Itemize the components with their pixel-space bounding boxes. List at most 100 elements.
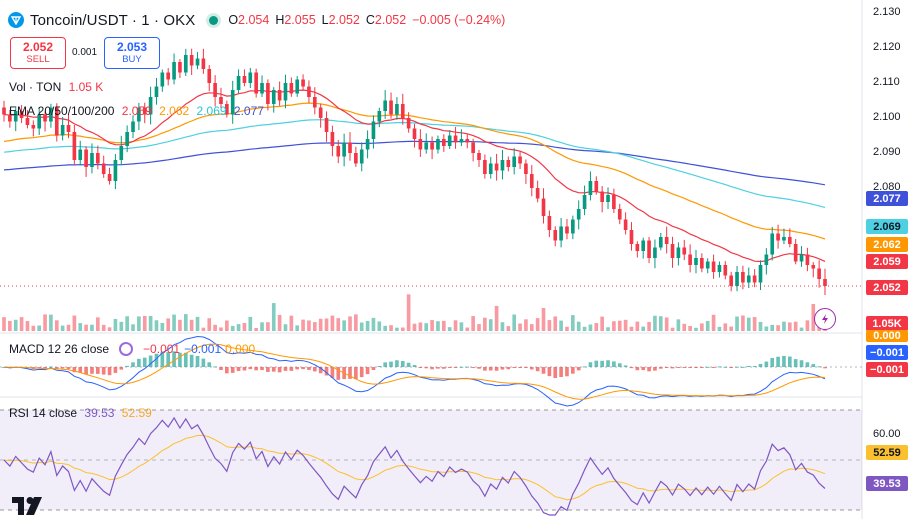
candle <box>582 195 587 209</box>
rsi-tick-label: 60.00 <box>873 428 901 440</box>
volume-bar <box>383 325 387 331</box>
macd-settings-icon[interactable] <box>119 342 134 356</box>
candle <box>43 114 47 122</box>
macd-hist-bar <box>312 367 317 372</box>
candle <box>377 111 382 122</box>
candle <box>459 139 464 143</box>
ema200-value: 2.077 <box>233 104 264 118</box>
macd-hist-bar <box>588 362 593 367</box>
macd-hist-bar <box>295 367 300 370</box>
volume-bar <box>524 319 528 331</box>
macd-legend[interactable]: MACD 12 26 close −0.001 −0.001 0.000 <box>9 342 255 356</box>
candle <box>612 195 616 209</box>
candle <box>119 146 124 160</box>
candle <box>90 153 94 167</box>
macd-hist-bar <box>700 367 704 368</box>
volume-bar <box>582 326 587 331</box>
macd-hist-bar <box>623 365 628 367</box>
candle <box>776 233 780 241</box>
volume-bar <box>84 324 88 331</box>
macd-hist-bar <box>629 367 634 369</box>
volume-bar <box>471 316 475 331</box>
volume-bar <box>617 320 622 331</box>
ema50-value: 2.062 <box>159 104 190 118</box>
macd-hist-bar <box>506 367 511 370</box>
volume-legend-value: 1.05 K <box>68 80 104 94</box>
volume-bar <box>782 321 786 331</box>
macd-hist-bar <box>647 367 651 372</box>
macd-hist-bar <box>354 367 358 380</box>
candle <box>535 188 540 199</box>
candle <box>13 111 18 122</box>
toncoin-icon[interactable] <box>8 12 24 28</box>
volume-bar <box>799 327 804 331</box>
macd-hist-bar <box>799 360 804 367</box>
macd-hist-bar <box>330 367 335 378</box>
macd-hist-bar <box>453 367 458 368</box>
volume-bar <box>49 314 53 331</box>
volume-bar <box>653 315 657 331</box>
ema-legend[interactable]: EMA 20/50/100/200 2.059 2.062 2.069 2.07… <box>9 104 264 118</box>
candle <box>799 254 804 262</box>
volume-bar <box>571 315 575 331</box>
volume-bar <box>365 320 370 331</box>
volume-bar <box>342 320 346 331</box>
macd-hist-bar <box>400 361 405 367</box>
candle <box>37 114 42 129</box>
volume-bar <box>330 315 335 331</box>
candle <box>676 247 681 258</box>
candle <box>154 86 159 97</box>
ohlc-low: L2.052 <box>321 13 360 27</box>
macd-hist-bar <box>236 367 241 371</box>
macd-hist-bar <box>365 367 370 375</box>
volume-bar <box>705 321 710 331</box>
candle <box>207 69 212 83</box>
macd-hist-bar <box>160 351 165 367</box>
sell-button[interactable]: 2.052 SELL <box>10 37 66 69</box>
candle <box>711 261 716 272</box>
candle <box>705 261 710 269</box>
volume-bar <box>183 314 188 331</box>
macd-hist-bar <box>248 367 253 370</box>
candle <box>606 195 610 202</box>
symbol-title[interactable]: Toncoin/USDT · 1 · OKX <box>30 11 196 29</box>
candle <box>682 247 687 255</box>
sell-price: 2.052 <box>22 40 54 54</box>
macd-hist-bar <box>512 367 517 368</box>
flash-icon[interactable] <box>814 308 836 330</box>
volume-bar <box>154 320 159 331</box>
macd-hist-bar <box>78 367 83 373</box>
macd-hist-bar <box>383 362 387 367</box>
macd-hist-bar <box>787 356 792 367</box>
candle <box>629 230 634 244</box>
macd-hist-bar <box>729 367 733 368</box>
candle <box>248 72 253 83</box>
ema20-value: 2.059 <box>121 104 152 118</box>
rsi-legend[interactable]: RSI 14 close 39.53 52.59 <box>9 406 152 420</box>
macd-hist-bar <box>107 367 112 376</box>
candle <box>406 118 411 129</box>
candle <box>658 237 663 248</box>
macd-hist-bar <box>142 357 147 367</box>
candle <box>318 107 323 118</box>
candle <box>623 219 628 230</box>
volume-bar <box>453 320 458 331</box>
volume-bar <box>541 307 546 331</box>
macd-hist-bar <box>471 367 475 368</box>
macd-hist-bar <box>483 367 487 371</box>
buy-button[interactable]: 2.053 BUY <box>104 37 160 69</box>
macd-hist-bar <box>49 366 53 368</box>
tradingview-logo-icon[interactable] <box>12 497 46 520</box>
candle <box>700 258 704 269</box>
macd-value: −0.001 <box>143 342 181 356</box>
candle <box>137 107 141 122</box>
volume-legend[interactable]: Vol · TON 1.05 K <box>9 80 103 94</box>
macd-hist-bar <box>137 358 141 367</box>
macd-hist-bar <box>600 360 604 367</box>
macd-hist-bar <box>741 366 745 368</box>
macd-hist-bar <box>389 361 393 367</box>
candle <box>670 244 675 258</box>
candle <box>225 104 229 115</box>
volume-bar <box>31 325 36 331</box>
